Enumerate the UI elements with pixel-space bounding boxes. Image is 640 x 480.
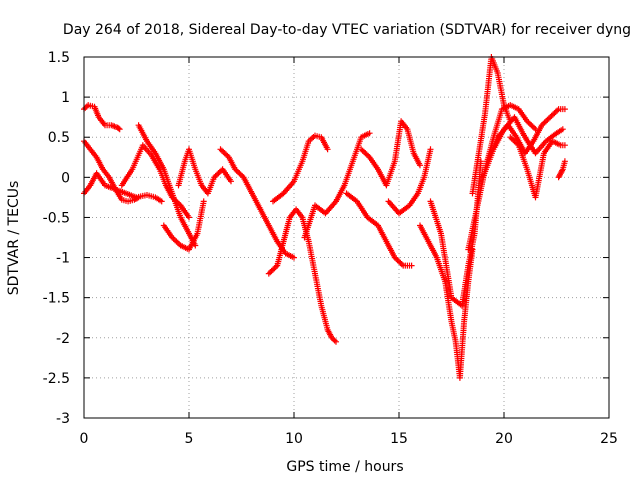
y-tick-label: 0.5 [48,130,70,146]
x-tick-label: 10 [285,431,303,447]
tick-labels: 0 5 10 15 20 25 1.5 1 0.5 0 -0.5 -1 -1.5 -2 -2.5 -3 [43,50,618,447]
series-arc-20 [484,106,568,165]
grid [84,57,609,418]
series-arc-13 [358,118,423,189]
series-arc-14 [385,146,434,217]
data-point-markers [484,106,568,165]
series-arc-9 [265,206,339,345]
data-point-markers [507,134,568,201]
y-tick-label: -0.5 [43,210,70,226]
data-points [81,54,568,381]
y-axis-label: SDTVAR / TECUs [6,181,22,296]
series-arc-10 [270,132,331,205]
data-point-markers [265,206,339,345]
y-tick-label: 1.5 [48,50,70,66]
data-point-markers [135,122,199,249]
series-arc-12 [343,190,415,269]
x-tick-label: 5 [185,431,194,447]
series-arc-21 [507,134,568,201]
x-tick-label: 25 [600,431,618,447]
y-tick-label: -2.5 [43,371,70,387]
x-tick-label: 20 [495,431,513,447]
chart-title: Day 264 of 2018, Sidereal Day-to-day VTE… [63,22,631,38]
data-point-markers [175,146,234,197]
data-point-markers [118,142,192,221]
data-point-markers [417,222,476,381]
data-point-markers [270,132,331,205]
x-axis-label: GPS time / hours [286,459,403,475]
axis-ticks [83,56,610,419]
data-point-markers [301,130,373,241]
series-arc-5 [118,142,192,221]
data-point-markers [343,190,415,269]
y-tick-label: -3 [56,411,70,427]
series-arc-11 [301,130,373,241]
series-arc-4 [135,122,199,249]
data-point-markers [358,118,423,189]
series-arc-6 [160,198,207,253]
y-tick-label: 1 [61,90,70,106]
data-point-markers [160,198,207,253]
series-arc-7 [175,146,234,197]
plot-frame [83,56,610,419]
x-tick-label: 0 [80,431,89,447]
data-point-markers [555,158,568,181]
data-point-markers [385,146,434,217]
y-tick-label: -2 [56,331,70,347]
data-point-markers [81,102,123,133]
x-tick-label: 15 [390,431,408,447]
series-arc-22 [555,158,568,181]
y-tick-label: -1.5 [43,291,70,307]
series-arc-1 [81,102,123,133]
series-arc-15 [417,222,476,381]
y-tick-label: 0 [61,170,70,186]
y-tick-label: -1 [56,251,70,267]
